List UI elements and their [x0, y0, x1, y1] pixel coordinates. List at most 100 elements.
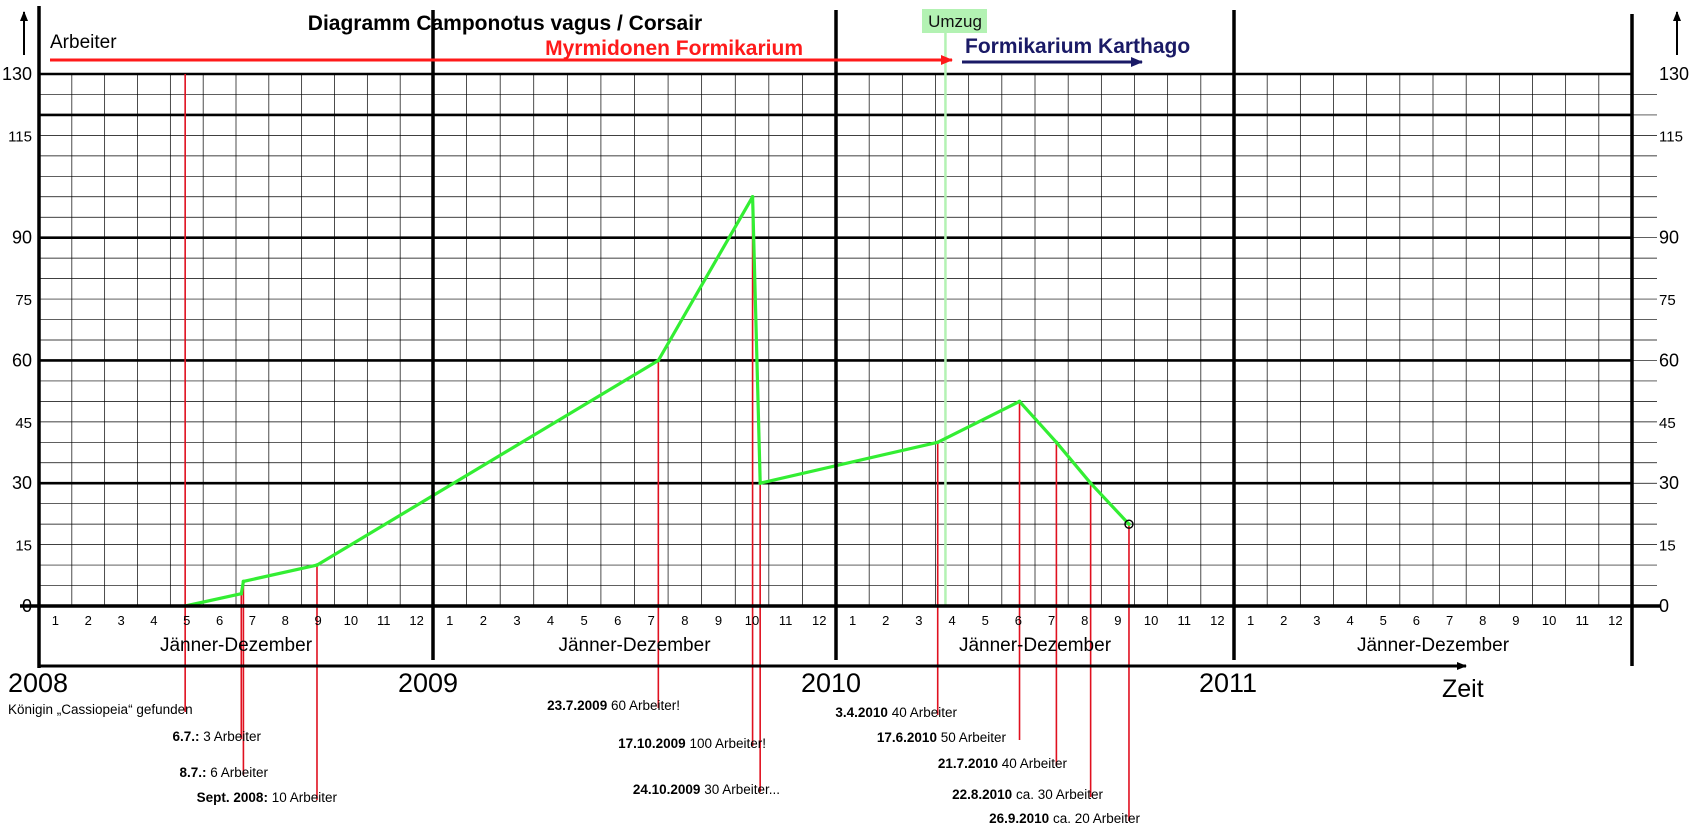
year-label: 2009 [398, 668, 458, 698]
month-tick-label: 3 [1313, 613, 1320, 628]
chart-title: Diagramm Camponotus vagus / Corsair [308, 12, 702, 35]
annotation-label-date: 3.4.2010 [835, 705, 888, 720]
month-tick-label: 11 [377, 613, 391, 628]
annotation-label-date: Sept. 2008: [197, 790, 268, 805]
month-tick-label: 9 [314, 613, 321, 628]
data-point [750, 194, 755, 199]
annotation-label-text: 40 Arbeiter [888, 705, 958, 720]
month-tick-label: 4 [547, 613, 554, 628]
data-point [1088, 481, 1093, 486]
annotation-label-text: 100 Arbeiter! [686, 736, 766, 751]
year-span-label: Jänner-Dezember [1357, 635, 1510, 656]
annotations: Königin „Cassiopeia“ gefunden 6.7.: 3 Arb… [8, 698, 1140, 826]
month-tick-label: 5 [581, 613, 588, 628]
data-point [935, 440, 940, 445]
month-tick-label: 7 [648, 613, 655, 628]
annotation-label: 24.10.2009 30 Arbeiter... [633, 782, 780, 797]
annotation-label: 26.9.2010 ca. 20 Arbeiter [989, 811, 1140, 826]
y-tick-label-left: 15 [15, 538, 32, 555]
month-tick-label: 2 [480, 613, 487, 628]
y-tick-label-left: 60 [12, 350, 32, 370]
month-tick-label: 7 [249, 613, 256, 628]
y-tick-label-right: 30 [1659, 473, 1679, 493]
month-tick-label: 7 [1048, 613, 1055, 628]
month-tick-label: 11 [1576, 613, 1590, 628]
month-tick-label: 5 [1380, 613, 1387, 628]
annotation-label: 23.7.2009 60 Arbeiter! [547, 698, 680, 713]
y-tick-label-left: 130 [2, 64, 32, 84]
annotation-drop-lines [184, 74, 1130, 821]
annotation-label: 17.10.2009 100 Arbeiter! [618, 736, 766, 751]
month-tick-label: 6 [1413, 613, 1420, 628]
y-tick-label-left: 90 [12, 228, 32, 248]
month-tick-label: 1 [52, 613, 59, 628]
month-tick-label: 9 [715, 613, 722, 628]
month-tick-label: 9 [1114, 613, 1121, 628]
month-tick-label: 3 [915, 613, 922, 628]
month-tick-label: 2 [882, 613, 889, 628]
annotation-label-text: ca. 20 Arbeiter [1049, 811, 1140, 826]
annotation-label-date: 24.10.2009 [633, 782, 701, 797]
y-tick-label-left: 30 [12, 473, 32, 493]
month-tick-label: 4 [1346, 613, 1353, 628]
annotation-label: 21.7.2010 40 Arbeiter [938, 756, 1068, 771]
annotation-label: 17.6.2010 50 Arbeiter [877, 730, 1007, 745]
month-tick-label: 8 [1479, 613, 1486, 628]
annotation-label: 22.8.2010 ca. 30 Arbeiter [952, 787, 1103, 802]
month-tick-label: 4 [948, 613, 955, 628]
month-tick-label: 9 [1512, 613, 1519, 628]
umzug-label: Umzug [928, 12, 982, 31]
annotation-label-text: 3 Arbeiter [199, 729, 261, 744]
y-tick-label-right: 115 [1659, 128, 1683, 145]
annotation-label-date: 22.8.2010 [952, 787, 1012, 802]
annotation-label-text: 30 Arbeiter... [700, 782, 780, 797]
year-span-label: Jänner-Dezember [558, 635, 711, 656]
annotation-label: Sept. 2008: 10 Arbeiter [197, 790, 338, 805]
y-tick-label-left: 0 [22, 596, 32, 616]
month-tick-label: 5 [982, 613, 989, 628]
series-line [184, 195, 1131, 608]
y-tick-label-left: 115 [8, 128, 32, 145]
year-span-label: Jänner-Dezember [959, 635, 1112, 656]
annotation-label-text: 60 Arbeiter! [607, 698, 680, 713]
year-label: 2011 [1199, 668, 1257, 698]
month-tick-label: 6 [614, 613, 621, 628]
month-tick-label: 2 [1280, 613, 1287, 628]
month-tick-label: 8 [282, 613, 289, 628]
phase-arrows: Myrmidonen Formikarium Formikarium Karth… [50, 35, 1190, 67]
month-tick-label: 7 [1446, 613, 1453, 628]
month-tick-label: 12 [1608, 613, 1622, 628]
month-tick-label: 12 [409, 613, 423, 628]
y-tick-label-left: 45 [15, 415, 32, 432]
y-tick-label-right: 15 [1659, 538, 1676, 555]
annotation-label-text: 40 Arbeiter [998, 756, 1068, 771]
month-tick-label: 12 [812, 613, 826, 628]
month-tick-label: 6 [216, 613, 223, 628]
month-tick-label: 8 [681, 613, 688, 628]
annotation-label-text: 50 Arbeiter [937, 730, 1007, 745]
y-tick-label-right: 45 [1659, 415, 1676, 432]
year-label: 2008 [8, 668, 68, 698]
month-tick-label: 10 [745, 613, 759, 628]
data-point [241, 579, 246, 584]
data-point [1127, 522, 1131, 526]
annotation-label-date: 6.7.: [172, 729, 199, 744]
month-tick-label: 4 [150, 613, 157, 628]
phase-label-karthago: Formikarium Karthago [965, 35, 1190, 58]
annotation-label-date: 17.10.2009 [618, 736, 686, 751]
umzug-label-background [922, 9, 987, 33]
month-tick-label: 10 [1144, 613, 1158, 628]
month-tick-label: 6 [1015, 613, 1022, 628]
y-tick-label-right: 60 [1659, 350, 1679, 370]
month-tick-label: 8 [1081, 613, 1088, 628]
annotation-label-date: 21.7.2010 [938, 756, 998, 771]
year-span-label: Jänner-Dezember [160, 635, 313, 656]
annotation-label: 8.7.: 6 Arbeiter [179, 765, 268, 780]
y-tick-label-right: 90 [1659, 228, 1679, 248]
annotation-label-date: 8.7.: [179, 765, 206, 780]
y-axis-label: Arbeiter [50, 32, 117, 53]
data-point [656, 358, 661, 363]
month-tick-label: 3 [513, 613, 520, 628]
